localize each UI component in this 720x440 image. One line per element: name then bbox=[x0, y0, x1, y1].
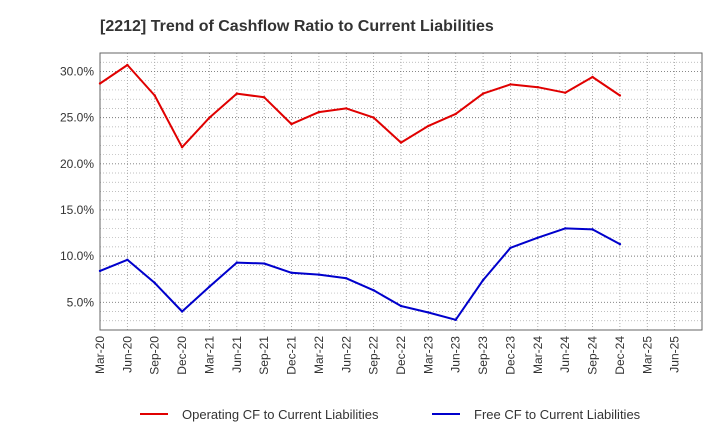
data-point bbox=[427, 124, 430, 128]
data-point bbox=[509, 246, 512, 250]
data-point bbox=[372, 116, 375, 119]
y-axis-ticks: 5.0% 10.0% 15.0% 20.0% 25.0% 30.0% bbox=[60, 64, 94, 309]
x-tick-label: Jun-24 bbox=[558, 336, 572, 373]
data-point bbox=[345, 277, 348, 280]
y-tick-label: 5.0% bbox=[67, 295, 95, 309]
x-tick-label: Mar-23 bbox=[421, 336, 435, 374]
data-point bbox=[180, 145, 184, 149]
x-tick-label: Dec-20 bbox=[175, 336, 189, 375]
y-tick-label: 15.0% bbox=[60, 203, 94, 217]
x-tick-label: Sep-21 bbox=[257, 336, 271, 375]
y-tick-label: 20.0% bbox=[60, 157, 94, 171]
data-point bbox=[536, 85, 540, 89]
data-point bbox=[454, 112, 457, 116]
y-tick-label: 30.0% bbox=[60, 64, 94, 78]
data-point bbox=[563, 227, 567, 230]
x-tick-label: Dec-24 bbox=[613, 336, 627, 375]
data-point bbox=[153, 94, 156, 97]
x-tick-label: Sep-23 bbox=[476, 336, 490, 375]
data-point bbox=[235, 261, 239, 264]
data-point bbox=[262, 96, 266, 99]
x-tick-label: Jun-23 bbox=[449, 336, 463, 373]
legend: Operating CF to Current Liabilities Free … bbox=[140, 407, 641, 422]
data-point bbox=[180, 310, 184, 313]
legend-label-2: Free CF to Current Liabilities bbox=[474, 407, 641, 422]
series-line-2 bbox=[99, 227, 621, 321]
x-tick-label: Jun-22 bbox=[339, 336, 353, 373]
x-tick-label: Mar-21 bbox=[202, 336, 216, 374]
data-point bbox=[399, 141, 403, 144]
x-tick-label: Mar-22 bbox=[312, 336, 326, 374]
data-point bbox=[208, 116, 211, 119]
x-tick-label: Sep-24 bbox=[586, 336, 600, 375]
data-point bbox=[208, 285, 211, 288]
data-point bbox=[126, 258, 129, 262]
x-tick-label: Dec-21 bbox=[285, 336, 299, 375]
data-point bbox=[235, 92, 239, 95]
data-point bbox=[290, 122, 293, 126]
data-point bbox=[618, 94, 622, 97]
data-point bbox=[481, 92, 485, 95]
x-tick-label: Mar-24 bbox=[531, 336, 545, 374]
x-axis-ticks: Mar-20 Jun-20 Sep-20 Dec-20 Mar-21 Jun-21 Sep-… bbox=[93, 336, 682, 375]
data-point bbox=[98, 269, 102, 273]
chart-title: [2212] Trend of Cashflow Ratio to Curren… bbox=[100, 18, 494, 35]
x-tick-label: Sep-22 bbox=[367, 336, 381, 375]
data-point bbox=[98, 82, 102, 85]
series-line-1 bbox=[99, 64, 621, 149]
data-point bbox=[126, 63, 129, 67]
data-point bbox=[618, 242, 622, 246]
x-tick-label: Mar-25 bbox=[640, 336, 654, 374]
legend-label-1: Operating CF to Current Liabilities bbox=[182, 407, 379, 422]
y-tick-label: 10.0% bbox=[60, 249, 94, 263]
data-point bbox=[427, 311, 430, 314]
data-point bbox=[399, 304, 403, 308]
data-point bbox=[591, 228, 594, 231]
data-point bbox=[262, 262, 266, 265]
data-point bbox=[563, 91, 567, 94]
y-tick-label: 25.0% bbox=[60, 111, 94, 125]
data-point bbox=[481, 278, 485, 282]
x-tick-label: Jun-21 bbox=[230, 336, 244, 373]
data-point bbox=[317, 273, 321, 276]
data-point bbox=[536, 236, 540, 239]
x-tick-label: Jun-25 bbox=[668, 336, 682, 373]
x-tick-label: Jun-20 bbox=[120, 336, 134, 373]
series-layer bbox=[98, 63, 622, 322]
x-tick-label: Dec-22 bbox=[394, 336, 408, 375]
data-point bbox=[509, 83, 512, 86]
x-tick-label: Mar-20 bbox=[93, 336, 107, 374]
plot-border bbox=[99, 52, 703, 331]
data-point bbox=[290, 271, 293, 274]
data-point bbox=[153, 281, 156, 285]
plot-area bbox=[99, 52, 703, 331]
data-point bbox=[372, 289, 375, 292]
data-point bbox=[317, 110, 321, 114]
x-tick-label: Dec-23 bbox=[503, 336, 517, 375]
x-tick-label: Sep-20 bbox=[148, 336, 162, 375]
data-point bbox=[454, 318, 457, 322]
data-point bbox=[345, 107, 348, 110]
data-point bbox=[591, 75, 594, 79]
